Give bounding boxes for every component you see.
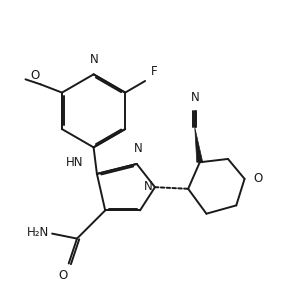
Text: H₂N: H₂N (27, 226, 50, 239)
Text: O: O (30, 69, 39, 82)
Text: O: O (254, 172, 263, 185)
Text: N: N (134, 142, 143, 155)
Text: HN: HN (66, 156, 84, 169)
Text: F: F (151, 65, 158, 78)
Text: N: N (191, 91, 200, 103)
Text: N: N (90, 53, 99, 66)
Text: N: N (144, 180, 153, 193)
Text: O: O (58, 269, 68, 283)
Polygon shape (195, 128, 203, 162)
